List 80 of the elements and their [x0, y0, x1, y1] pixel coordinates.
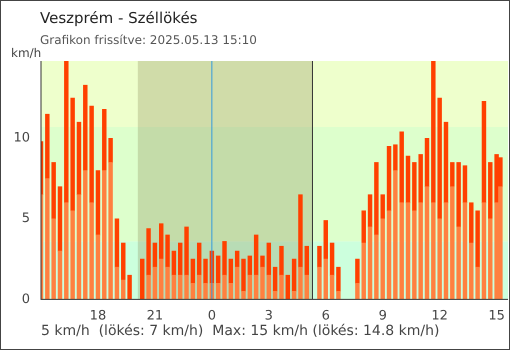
- bar: [266, 274, 272, 300]
- bar: [380, 218, 385, 300]
- bar: [437, 218, 442, 300]
- bar: [159, 223, 164, 260]
- bar: [399, 202, 404, 300]
- bar: [216, 256, 220, 284]
- x-tick-label: 9: [378, 308, 387, 324]
- x-tick-label: 18: [90, 308, 106, 324]
- bar: [178, 274, 182, 300]
- bar: [488, 162, 493, 220]
- x-tick-label: 21: [146, 308, 164, 324]
- text: 5 km/h (lökés: 7 km/h) Max: 15 km/h (lökés: 14.8 km/h): [41, 323, 440, 339]
- bar: [324, 220, 328, 260]
- bar: [159, 258, 164, 300]
- bar: [83, 84, 88, 171]
- bar: [469, 202, 474, 244]
- x-tick-label: 0: [208, 308, 216, 324]
- bar: [83, 170, 88, 300]
- x-tick-label: 12: [431, 308, 448, 324]
- bar: [304, 246, 309, 276]
- bar: [45, 178, 50, 300]
- bar: [234, 250, 240, 268]
- bar: [361, 210, 366, 244]
- bar: [248, 256, 252, 276]
- bar: [361, 242, 366, 300]
- x-tick-label: 15: [488, 308, 505, 324]
- bar: [102, 170, 107, 300]
- bar: [51, 218, 56, 300]
- bar: [317, 266, 322, 300]
- bar: [266, 242, 272, 276]
- bar: [140, 258, 144, 300]
- bar: [178, 242, 182, 276]
- bar: [488, 218, 493, 300]
- y-tick-label: 0: [22, 292, 30, 307]
- bar: [418, 202, 423, 300]
- bar: [355, 258, 360, 284]
- chart-subtitle: Grafikon frissítve: 2025.05.13 15:10: [40, 33, 257, 47]
- bar: [498, 186, 503, 300]
- bar: [196, 274, 202, 300]
- bar: [121, 280, 126, 300]
- bar: [228, 258, 234, 284]
- bar: [399, 132, 404, 204]
- bar: [64, 61, 69, 204]
- bar: [317, 246, 322, 268]
- bar: [412, 162, 417, 212]
- bar: [114, 218, 120, 268]
- bar: [431, 202, 436, 300]
- bar: [45, 114, 50, 179]
- bar: [64, 202, 69, 300]
- y-tick-label: 5: [22, 211, 30, 226]
- bar: [248, 274, 252, 300]
- bar: [475, 210, 480, 268]
- bar: [412, 210, 417, 300]
- y-tick-label: 10: [13, 130, 30, 146]
- bar: [450, 186, 455, 300]
- bar: [355, 282, 360, 300]
- chart-title: Veszprém - Széllökés: [40, 9, 198, 27]
- bar: [286, 274, 290, 300]
- bar: [418, 154, 423, 204]
- bar: [228, 282, 234, 300]
- bar: [196, 242, 202, 276]
- bar: [108, 138, 113, 163]
- bar: [437, 98, 442, 220]
- x-tick-label: 3: [264, 308, 273, 324]
- bar: [431, 61, 436, 204]
- bar: [450, 162, 455, 187]
- bar: [58, 250, 62, 300]
- bar: [234, 266, 240, 300]
- bar: [380, 194, 385, 220]
- bar: [304, 274, 309, 300]
- bar: [121, 242, 126, 280]
- x-tick-label: 6: [322, 308, 330, 324]
- y-axis-title: km/h: [11, 46, 42, 60]
- bar: [324, 258, 328, 300]
- bar: [127, 274, 132, 300]
- bar: [51, 162, 56, 220]
- bar: [469, 242, 474, 300]
- bar: [102, 108, 107, 171]
- bar: [482, 100, 486, 204]
- bar: [216, 282, 220, 300]
